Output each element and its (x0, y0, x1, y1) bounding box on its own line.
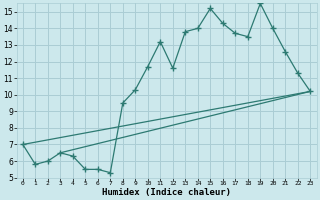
X-axis label: Humidex (Indice chaleur): Humidex (Indice chaleur) (102, 188, 231, 197)
